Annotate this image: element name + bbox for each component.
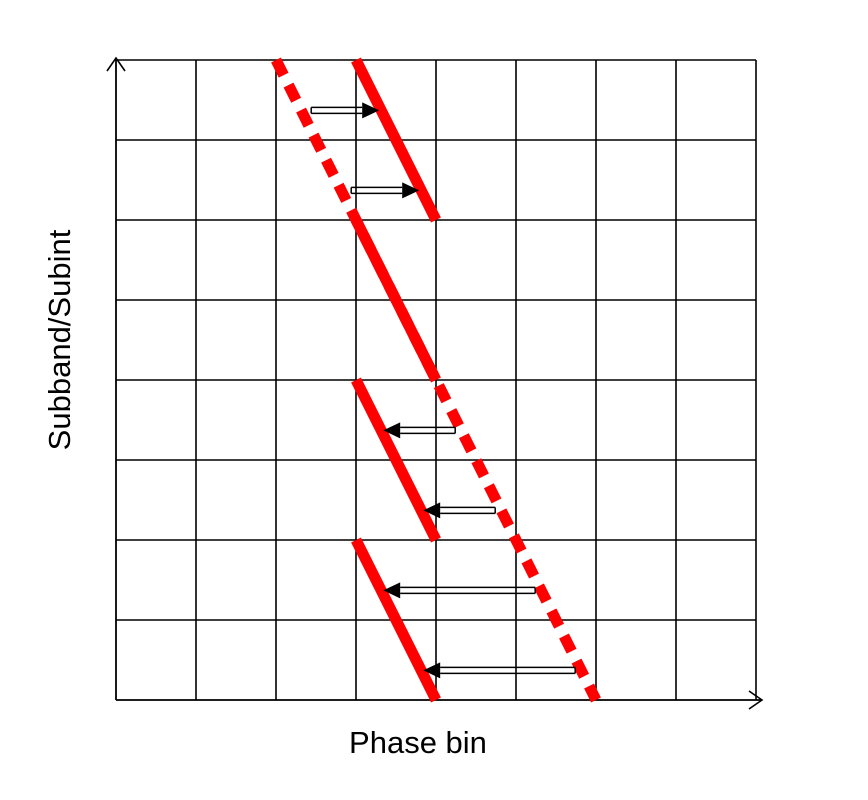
y-axis-arrowhead: [106, 56, 126, 72]
axes: [106, 56, 764, 710]
solid-segment: [351, 537, 441, 703]
shift-arrow-head: [383, 582, 401, 599]
shift-arrow: [383, 582, 536, 599]
solid-segment: [351, 217, 441, 383]
shift-arrow-head: [423, 662, 441, 679]
shift-arrow-head: [423, 502, 441, 519]
y-axis-label: Subband/Subint: [42, 229, 77, 450]
shift-arrow: [350, 182, 420, 199]
shift-arrow: [423, 502, 496, 519]
shift-arrow-head: [402, 182, 420, 199]
solid-segment: [351, 377, 441, 543]
dispersion-lines: [271, 57, 601, 703]
shift-arrow: [310, 102, 380, 119]
x-axis-label: Phase bin: [349, 725, 487, 760]
dashed-reference-line: [271, 57, 601, 703]
x-axis-arrowhead: [748, 690, 764, 710]
shift-arrow: [423, 662, 576, 679]
shift-arrow-head: [383, 422, 401, 439]
solid-segment: [351, 57, 441, 223]
shift-arrow: [383, 422, 456, 439]
shift-arrow-head: [362, 102, 380, 119]
shift-arrows: [310, 102, 576, 679]
